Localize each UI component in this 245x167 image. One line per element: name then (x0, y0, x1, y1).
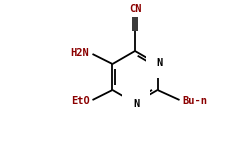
Text: Bu-n: Bu-n (183, 96, 208, 106)
Text: H2N: H2N (71, 48, 89, 58)
Text: N: N (156, 58, 163, 68)
Text: CN: CN (129, 4, 141, 14)
Text: N: N (133, 99, 139, 109)
Text: EtO: EtO (71, 96, 89, 106)
